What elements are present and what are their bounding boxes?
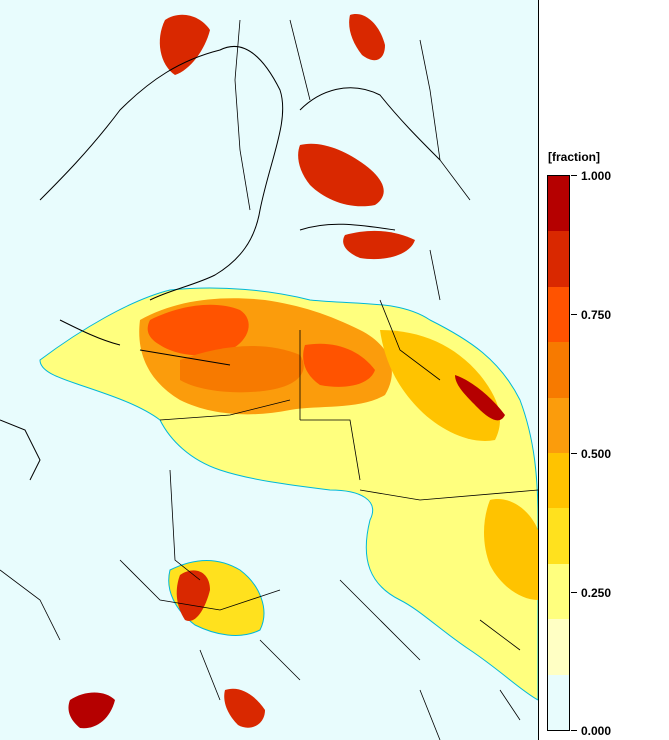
- legend-label-0500: 0.500: [581, 447, 612, 461]
- legend-title: [fraction]: [548, 150, 600, 164]
- legend-segment-2: [548, 231, 569, 287]
- coastline: [0, 45, 441, 481]
- fraction-area-high-carpathians: [176, 570, 210, 621]
- legend-tick-0250: [571, 592, 577, 593]
- legend-segment-6: [548, 453, 569, 509]
- fraction-area-high-baltic: [147, 304, 249, 356]
- fraction-area-high-balkans: [224, 688, 265, 728]
- fraction-area-high-lithuania: [180, 345, 304, 393]
- legend-segment-1: [548, 176, 569, 232]
- legend-color-bar: [547, 175, 570, 731]
- fraction-area-medium-southeast: [484, 499, 538, 600]
- legend-segment-10: [548, 674, 569, 731]
- legend-segment-7: [548, 508, 569, 564]
- legend-segment-4: [548, 342, 569, 398]
- fraction-area-high-belarus: [303, 343, 375, 387]
- fraction-area-high-estonia: [343, 230, 415, 260]
- map-frame-edge: [538, 0, 539, 740]
- legend-tick-0750: [571, 314, 577, 315]
- fraction-area-high-norway: [159, 14, 210, 75]
- fraction-area-high-lapland: [349, 14, 385, 61]
- legend-segment-9: [548, 619, 569, 675]
- country-borders: [0, 249, 538, 740]
- legend-label-0000: 0.000: [581, 724, 612, 738]
- legend-segment-5: [548, 397, 569, 454]
- legend-segment-8: [548, 563, 569, 620]
- legend-segment-3: [548, 286, 569, 343]
- legend-tick-0000: [571, 730, 577, 731]
- fraction-area-high-finland: [298, 143, 384, 207]
- fraction-area-high-russia: [455, 375, 505, 421]
- fraction-area-high-alps: [68, 692, 115, 729]
- legend-label-1000: 1.000: [581, 169, 612, 183]
- legend-tick-0500: [571, 453, 577, 454]
- map-panel[interactable]: [0, 0, 538, 740]
- fraction-map: [0, 14, 538, 740]
- scandinavia-border: [234, 19, 471, 211]
- legend-label-0750: 0.750: [581, 308, 612, 322]
- legend-tick-1000: [571, 175, 577, 176]
- legend-label-0250: 0.250: [581, 586, 612, 600]
